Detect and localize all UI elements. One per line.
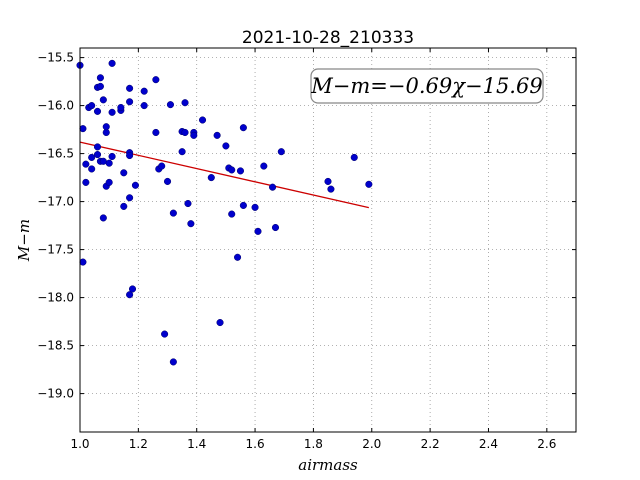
data-point <box>324 177 332 185</box>
data-point <box>166 101 174 109</box>
x-tick-label: 1.8 <box>304 437 323 451</box>
data-point <box>82 160 90 168</box>
data-point <box>108 59 116 67</box>
data-point <box>269 183 277 191</box>
data-point <box>99 214 107 222</box>
data-point <box>350 153 358 161</box>
x-tick-label: 1.2 <box>129 437 148 451</box>
data-point <box>271 223 280 232</box>
data-point <box>117 103 125 112</box>
x-tick-label: 2.0 <box>362 437 381 451</box>
data-point <box>96 82 104 90</box>
data-point <box>79 125 87 133</box>
data-point <box>181 128 189 137</box>
y-tick-labels: −15.5 −16.0 −16.5 −17.0 −17.5 −18.0 −18.5 −19.0 <box>37 51 74 401</box>
y-tick-label: −18.0 <box>37 291 74 305</box>
data-point <box>88 102 96 110</box>
data-point <box>99 96 107 104</box>
data-point <box>131 181 139 189</box>
data-point <box>213 131 221 139</box>
data-point <box>365 180 373 188</box>
data-point <box>161 330 169 338</box>
data-point <box>140 87 148 95</box>
chart-title: 2021-10-28_210333 <box>242 28 414 48</box>
data-point <box>228 210 236 218</box>
y-axis-label: M−m <box>15 219 33 262</box>
data-point <box>93 151 102 159</box>
data-point <box>169 358 177 366</box>
x-tick-label: 2.6 <box>537 437 556 451</box>
data-point <box>128 285 137 293</box>
data-point <box>102 123 110 131</box>
y-tick-label: −17.5 <box>37 243 74 257</box>
data-point <box>239 201 247 209</box>
data-points <box>76 59 373 366</box>
data-point <box>126 291 134 299</box>
data-point <box>120 169 128 177</box>
data-point <box>126 151 134 160</box>
data-point <box>277 148 285 156</box>
data-point <box>79 258 87 266</box>
data-point <box>93 143 102 151</box>
data-point <box>216 319 224 327</box>
x-tick-label: 2.2 <box>421 437 440 451</box>
x-axis-label: airmass <box>298 456 358 474</box>
data-point <box>105 159 113 167</box>
annotation-text: M−m=−0.69χ−15.69 <box>310 74 542 98</box>
data-point <box>178 148 186 156</box>
y-tick-label: −17.0 <box>37 195 74 209</box>
x-tick-label: 1.0 <box>70 437 89 451</box>
fit-annotation: M−m=−0.69χ−15.69 <box>310 68 544 104</box>
data-point <box>163 177 172 185</box>
data-point <box>96 74 104 82</box>
data-point <box>260 162 268 170</box>
data-point <box>234 253 242 261</box>
y-tick-label: −19.0 <box>37 387 74 401</box>
annotation-box <box>310 68 544 104</box>
y-tick-label: −18.5 <box>37 339 74 353</box>
data-point <box>88 153 96 161</box>
data-point <box>198 116 207 124</box>
data-point <box>254 227 262 235</box>
data-point <box>251 203 259 211</box>
data-point <box>126 194 134 202</box>
data-point <box>158 162 166 170</box>
data-point <box>187 220 195 228</box>
data-point <box>181 99 189 107</box>
data-point <box>222 142 230 150</box>
x-tick-labels: 1.0 1.2 1.4 1.6 1.8 2.0 2.2 2.4 2.6 <box>70 437 556 451</box>
x-tick-label: 1.6 <box>246 437 265 451</box>
plot-frame <box>79 47 577 433</box>
data-point <box>207 174 215 182</box>
y-tick-label: −16.0 <box>37 99 74 113</box>
data-point <box>126 84 134 92</box>
data-point <box>190 131 198 139</box>
data-point <box>88 165 96 173</box>
data-point <box>140 102 148 110</box>
y-tick-label: −15.5 <box>37 51 74 65</box>
data-point <box>108 108 116 116</box>
data-point <box>120 202 128 210</box>
data-point <box>184 199 192 208</box>
data-point <box>152 76 160 84</box>
data-point <box>82 178 90 186</box>
x-tick-label: 2.4 <box>479 437 498 451</box>
grid <box>79 48 576 432</box>
y-tick-label: −16.5 <box>37 147 74 161</box>
axis-ticks <box>79 48 576 432</box>
data-point <box>93 107 102 115</box>
data-point <box>108 152 116 161</box>
data-point <box>228 166 236 174</box>
x-tick-label: 1.4 <box>187 437 206 451</box>
data-point <box>236 167 245 175</box>
data-point <box>327 185 335 193</box>
data-point <box>105 178 113 186</box>
data-point <box>169 209 177 217</box>
data-point <box>152 128 160 137</box>
data-point <box>126 98 134 106</box>
data-point <box>239 124 247 132</box>
